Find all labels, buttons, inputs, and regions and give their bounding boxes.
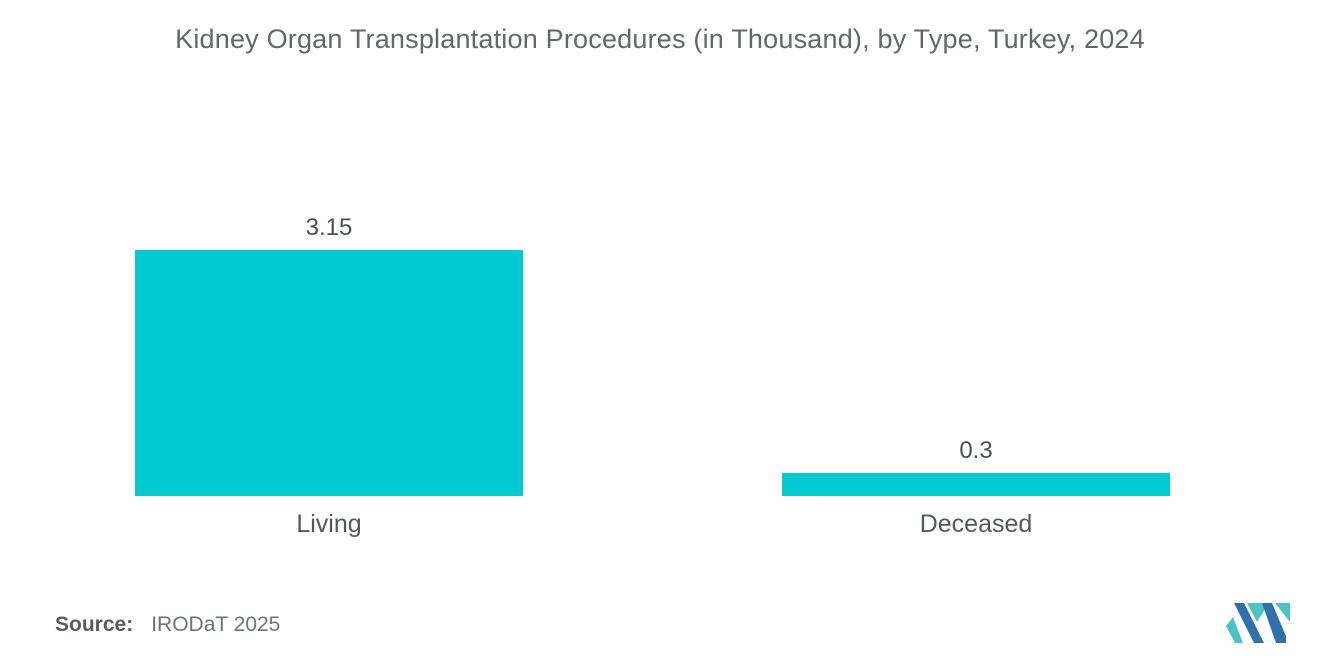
chart-title: Kidney Organ Transplantation Procedures … (175, 24, 1145, 54)
value-label-deceased: 0.3 (959, 437, 993, 464)
value-label-living: 3.15 (305, 214, 353, 241)
bar-living (135, 250, 523, 496)
source-label: Source: (55, 613, 134, 636)
source-line: Source: IRODaT 2025 (55, 613, 280, 637)
bar-deceased (782, 473, 1170, 496)
source-value: IRODaT 2025 (151, 613, 281, 636)
mordor-intelligence-logo (1226, 603, 1290, 643)
category-label-living: Living (296, 510, 362, 538)
category-label-deceased: Deceased (919, 510, 1033, 538)
